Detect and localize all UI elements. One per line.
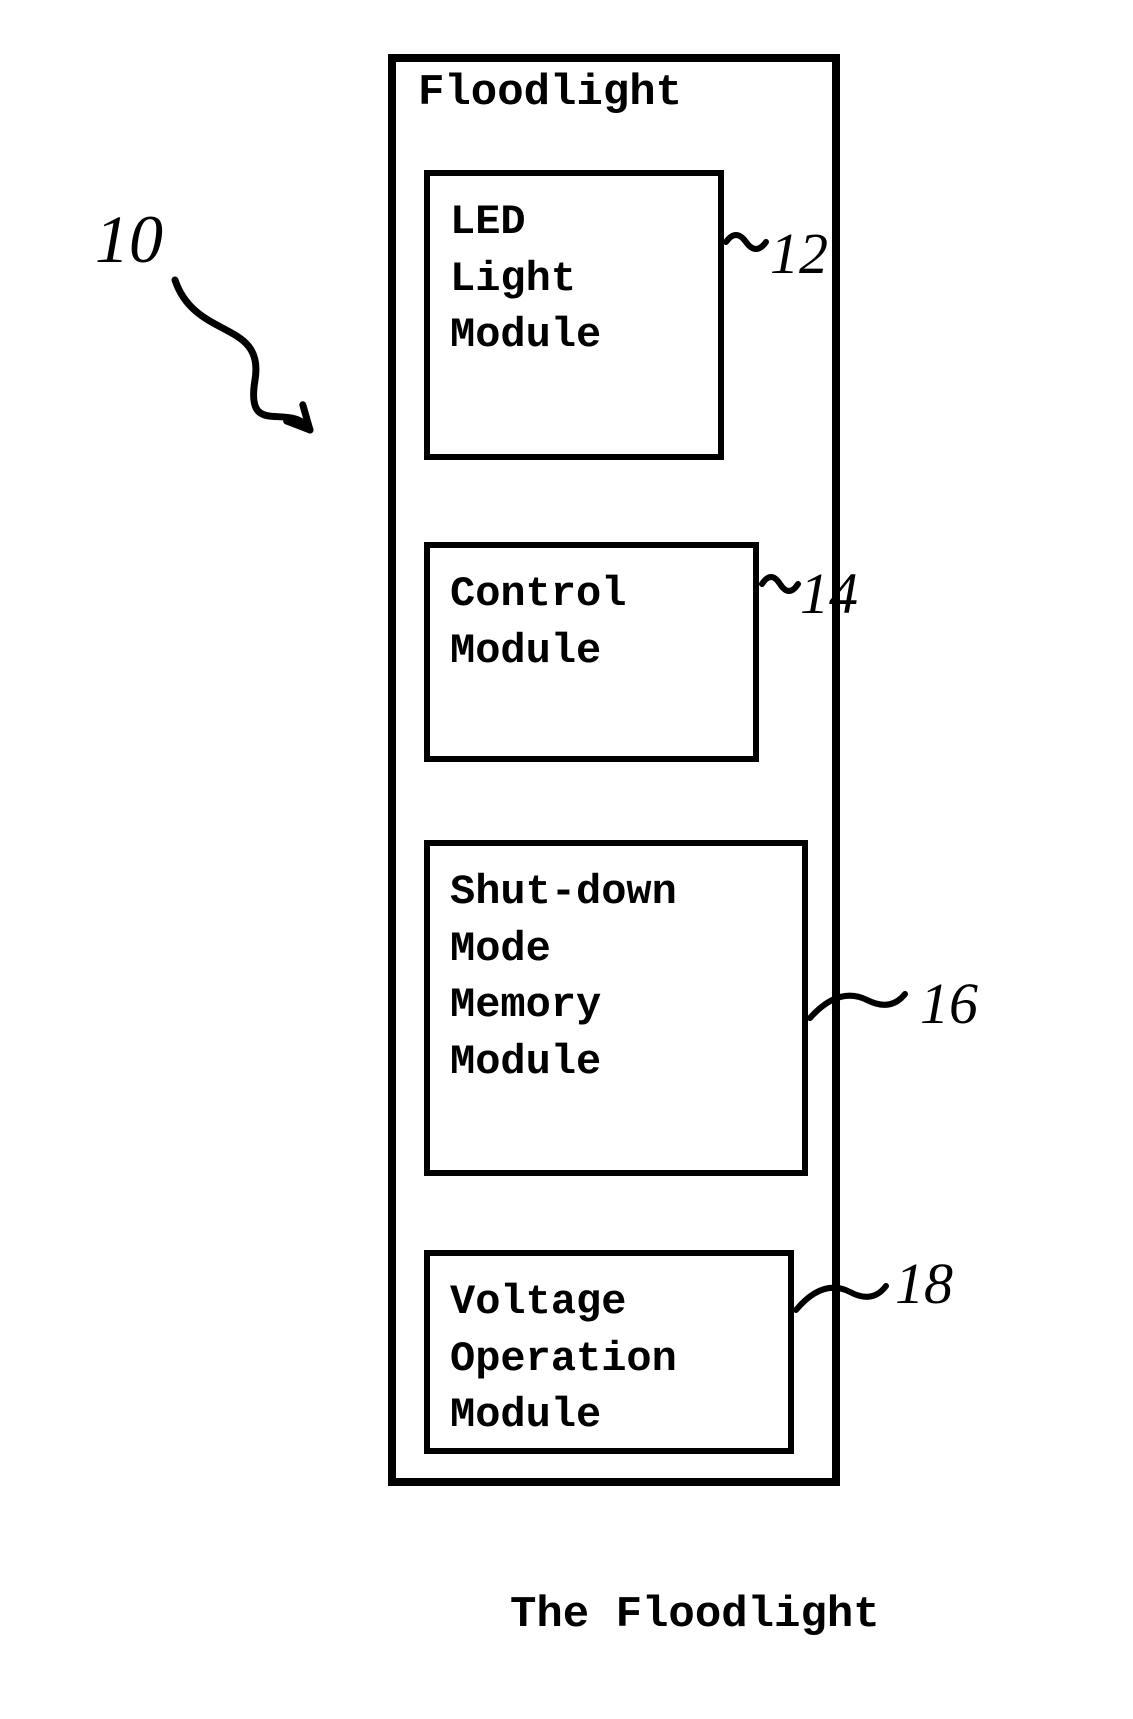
module-shutdown-label: Shut-downModeMemoryModule [450,868,677,1086]
figure-caption: The Floodlight [510,1590,880,1640]
ref-shutdown: 16 [920,970,978,1037]
ref-led: 12 [770,220,828,287]
diagram-stage: Floodlight LEDLightModule ControlModule … [0,0,1133,1719]
module-led-label: LEDLightModule [450,198,601,359]
module-shutdown: Shut-downModeMemoryModule [424,840,808,1176]
module-voltage: VoltageOperationModule [424,1250,794,1454]
ref-control: 14 [800,560,858,627]
ref-main: 10 [95,200,163,279]
module-voltage-label: VoltageOperationModule [450,1278,677,1439]
ref-voltage: 18 [895,1250,953,1317]
module-control-label: ControlModule [450,570,626,675]
floodlight-title: Floodlight [418,68,682,118]
module-led: LEDLightModule [424,170,724,460]
module-control: ControlModule [424,542,759,762]
